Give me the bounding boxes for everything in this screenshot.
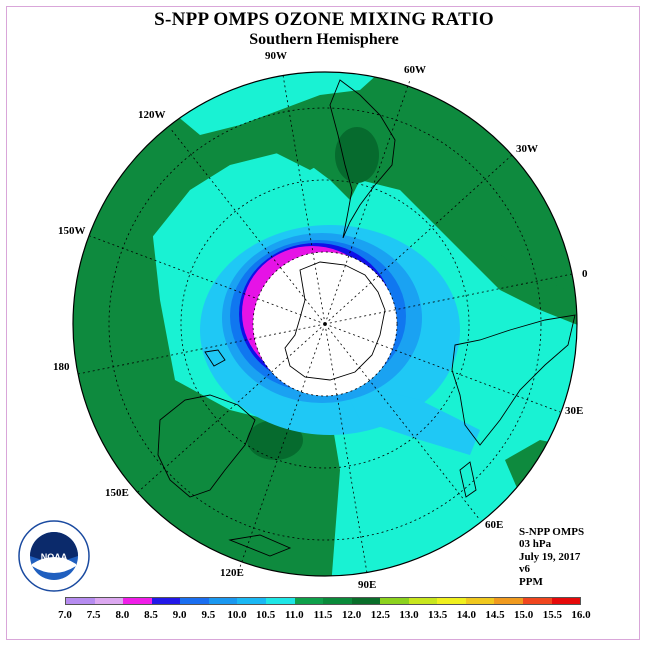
lon-label-0: 0 bbox=[582, 268, 588, 280]
colorbar-swatch bbox=[265, 598, 295, 604]
colorbar-swatch bbox=[208, 598, 238, 604]
info-units: PPM bbox=[519, 575, 543, 588]
colorbar bbox=[65, 597, 581, 605]
colorbar-tick-label: 7.5 bbox=[86, 609, 101, 621]
colorbar-swatch bbox=[151, 598, 181, 604]
colorbar-swatch bbox=[237, 598, 266, 604]
meridian-line bbox=[89, 235, 326, 325]
coastline-africa bbox=[451, 314, 576, 446]
coastline-madagascar bbox=[459, 461, 477, 498]
colorbar-tick-label: 15.5 bbox=[542, 609, 562, 621]
colorbar-swatch bbox=[180, 598, 209, 604]
colorbar-tick-label: 9.5 bbox=[201, 609, 216, 621]
colorbar-tick-label: 12.5 bbox=[370, 609, 390, 621]
colorbar-swatch bbox=[437, 598, 466, 604]
colorbar-tick-label: 7.0 bbox=[58, 609, 72, 621]
colorbar-tick-label: 14.5 bbox=[485, 609, 505, 621]
colorbar-swatch bbox=[94, 598, 124, 604]
colorbar-tick-label: 10.0 bbox=[227, 609, 247, 621]
colorbar-tick-label: 15.0 bbox=[514, 609, 534, 621]
coastline-south-america bbox=[329, 79, 396, 239]
coastline-australia bbox=[157, 394, 256, 498]
meridian-line bbox=[137, 323, 326, 493]
field-darker-green-patch bbox=[335, 127, 379, 183]
colorbar-tick-label: 10.5 bbox=[256, 609, 276, 621]
colorbar-tick-label: 11.5 bbox=[313, 609, 333, 621]
colorbar-swatch bbox=[323, 598, 352, 604]
colorbar-swatch bbox=[380, 598, 409, 604]
noaa-logo-text: NOAA bbox=[41, 552, 68, 562]
lon-label-90w: 90W bbox=[265, 50, 287, 62]
colorbar-tick-label: 11.0 bbox=[285, 609, 304, 621]
field-darker-green-patch-south bbox=[247, 420, 303, 460]
meridian-line bbox=[282, 74, 326, 325]
meridian-line bbox=[324, 323, 561, 413]
colorbar-tick-label: 8.0 bbox=[115, 609, 130, 621]
field-light-blue-tail bbox=[340, 380, 480, 455]
meridian-line bbox=[324, 323, 481, 521]
latitude-circle bbox=[180, 179, 470, 469]
longitude-labels: 90W 60W 30W 0 30E 60E 90E 120E 150E 180 … bbox=[53, 50, 588, 591]
lon-label-60e: 60E bbox=[485, 519, 503, 531]
colorbar-tick-label: 13.0 bbox=[399, 609, 419, 621]
coastlines bbox=[157, 79, 576, 557]
meridian-line bbox=[169, 127, 326, 325]
meridian-line bbox=[324, 323, 368, 574]
lon-label-30e: 30E bbox=[565, 405, 583, 417]
lon-label-120e: 120E bbox=[220, 567, 244, 579]
south-pole-dot bbox=[323, 322, 327, 326]
latitude-circle bbox=[108, 107, 542, 541]
plot-frame bbox=[6, 6, 640, 640]
meridian-line bbox=[324, 154, 513, 325]
colorbar-tick-label: 9.0 bbox=[172, 609, 187, 621]
colorbar-swatch bbox=[66, 598, 95, 604]
lon-label-120w: 120W bbox=[138, 109, 166, 121]
noaa-logo: NOAA bbox=[18, 520, 90, 592]
coastline-new-guinea bbox=[228, 534, 292, 557]
colorbar-labels: 7.0 7.5 8.0 8.5 9.0 9.5 10.0 10.5 11.0 11.5 12.0 12… bbox=[0, 609, 648, 623]
field-aqua-top-strip bbox=[170, 72, 380, 135]
info-level: 03 hPa bbox=[519, 538, 552, 551]
product-info: S-NPP OMPS 03 hPa July 19, 2017 v6 PPM bbox=[519, 526, 584, 588]
lon-label-60w: 60W bbox=[404, 64, 426, 76]
lon-label-180: 180 bbox=[53, 361, 70, 373]
colorbar-tick-label: 8.5 bbox=[144, 609, 158, 621]
colorbar-swatch bbox=[494, 598, 523, 604]
meridian-line bbox=[77, 323, 326, 375]
latitude-circle bbox=[252, 251, 398, 397]
lon-label-150w: 150W bbox=[58, 225, 86, 237]
colorbar-tick-label: 16.0 bbox=[571, 609, 591, 621]
coastline-antarctica bbox=[284, 261, 386, 381]
colorbar-swatch bbox=[123, 598, 152, 604]
info-version: v6 bbox=[519, 563, 530, 576]
coastline-new-zealand bbox=[204, 349, 226, 367]
lon-label-150e: 150E bbox=[105, 487, 129, 499]
colorbar-swatch bbox=[465, 598, 495, 604]
meridian-line bbox=[324, 79, 411, 325]
colorbar-tick-label: 12.0 bbox=[342, 609, 362, 621]
colorbar-swatch bbox=[408, 598, 438, 604]
map-title: S-NPP OMPS OZONE MIXING RATIO bbox=[154, 9, 494, 30]
colorbar-swatch bbox=[294, 598, 324, 604]
colorbar-swatch bbox=[523, 598, 552, 604]
lon-label-90e: 90E bbox=[358, 579, 376, 591]
graticule bbox=[77, 74, 573, 574]
colorbar-tick-label: 13.5 bbox=[428, 609, 448, 621]
meridian-line bbox=[324, 273, 573, 325]
colorbar-tick-label: 14.0 bbox=[456, 609, 476, 621]
info-product: S-NPP OMPS bbox=[519, 526, 585, 538]
colorbar-swatch bbox=[551, 598, 581, 604]
map-subtitle: Southern Hemisphere bbox=[249, 31, 399, 48]
info-date: July 19, 2017 bbox=[519, 550, 581, 563]
lon-label-30w: 30W bbox=[516, 143, 538, 155]
globe-outline bbox=[72, 71, 578, 577]
colorbar-swatch bbox=[351, 598, 381, 604]
